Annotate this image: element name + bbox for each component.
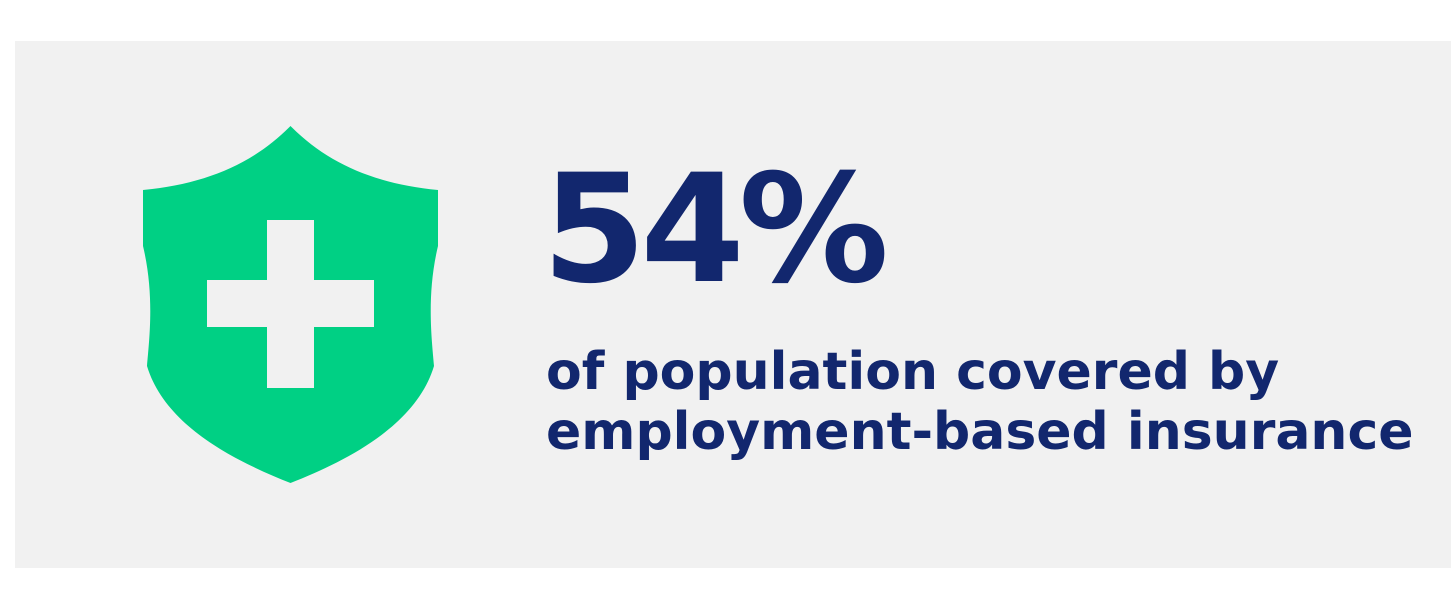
shield-icon [143, 126, 438, 483]
stat-percentage: 54% [542, 143, 889, 317]
stat-caption-line-1: of population covered by [546, 342, 1280, 402]
stat-caption: of population covered by employment-base… [546, 342, 1414, 462]
stat-caption-line-2: employment-based insurance [546, 402, 1414, 462]
medical-cross-icon [207, 220, 374, 388]
